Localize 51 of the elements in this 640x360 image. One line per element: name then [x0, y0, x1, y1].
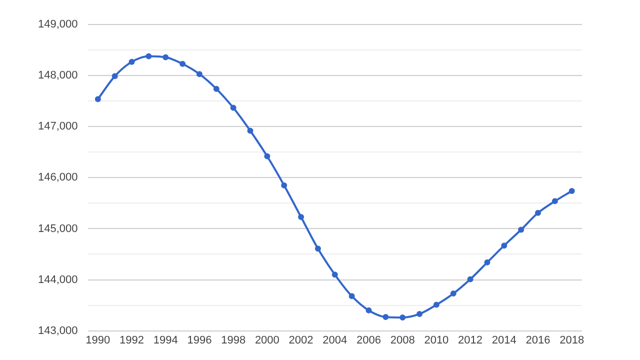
x-tick-label: 2016 — [526, 334, 550, 346]
point — [230, 104, 236, 111]
x-tick-label: 1990 — [86, 334, 110, 346]
point — [416, 310, 423, 317]
point — [264, 153, 270, 160]
y-tick-label: 149,000 — [38, 18, 78, 31]
point — [382, 314, 389, 320]
x-tick-label: 2000 — [254, 334, 280, 346]
x-tick-label: 2010 — [424, 334, 449, 346]
point — [348, 293, 355, 300]
point — [213, 86, 220, 92]
point — [484, 259, 490, 266]
y-tick-label: 143,000 — [38, 324, 78, 337]
point — [146, 53, 152, 60]
point — [314, 246, 321, 252]
y-tick-label: 147,000 — [38, 120, 78, 133]
point — [180, 60, 186, 67]
point — [400, 314, 406, 321]
x-tick-label: 2012 — [458, 334, 483, 346]
x-tick-label: 2004 — [322, 334, 348, 346]
point — [534, 210, 541, 216]
point — [332, 272, 338, 278]
point — [196, 71, 202, 78]
point — [568, 188, 575, 194]
x-tick-label: 2014 — [492, 334, 516, 346]
y-tick-label: 145,000 — [38, 222, 78, 235]
point — [552, 198, 558, 204]
x-tick-label: 1994 — [153, 334, 178, 346]
x-tick-label: 2018 — [560, 334, 584, 346]
point — [501, 242, 508, 249]
point — [433, 302, 440, 308]
x-tick-label: 1996 — [187, 334, 212, 346]
point — [450, 290, 456, 297]
y-tick-label: 148,000 — [38, 70, 78, 82]
y-tick-label: 144,000 — [38, 274, 78, 286]
point — [162, 54, 169, 60]
x-tick-label: 1992 — [120, 334, 144, 346]
point — [112, 73, 118, 80]
point — [467, 276, 474, 282]
point — [247, 128, 254, 134]
point — [366, 307, 372, 314]
point — [128, 58, 135, 65]
point — [281, 182, 288, 188]
x-tick-label: 2002 — [288, 334, 314, 346]
x-tick-label: 2006 — [356, 334, 381, 346]
x-tick-label: 1998 — [221, 334, 246, 346]
x-tick-label: 2008 — [390, 334, 415, 346]
point — [94, 96, 101, 102]
point — [518, 226, 524, 233]
y-tick-label: 146,000 — [38, 172, 78, 184]
point — [298, 214, 304, 220]
